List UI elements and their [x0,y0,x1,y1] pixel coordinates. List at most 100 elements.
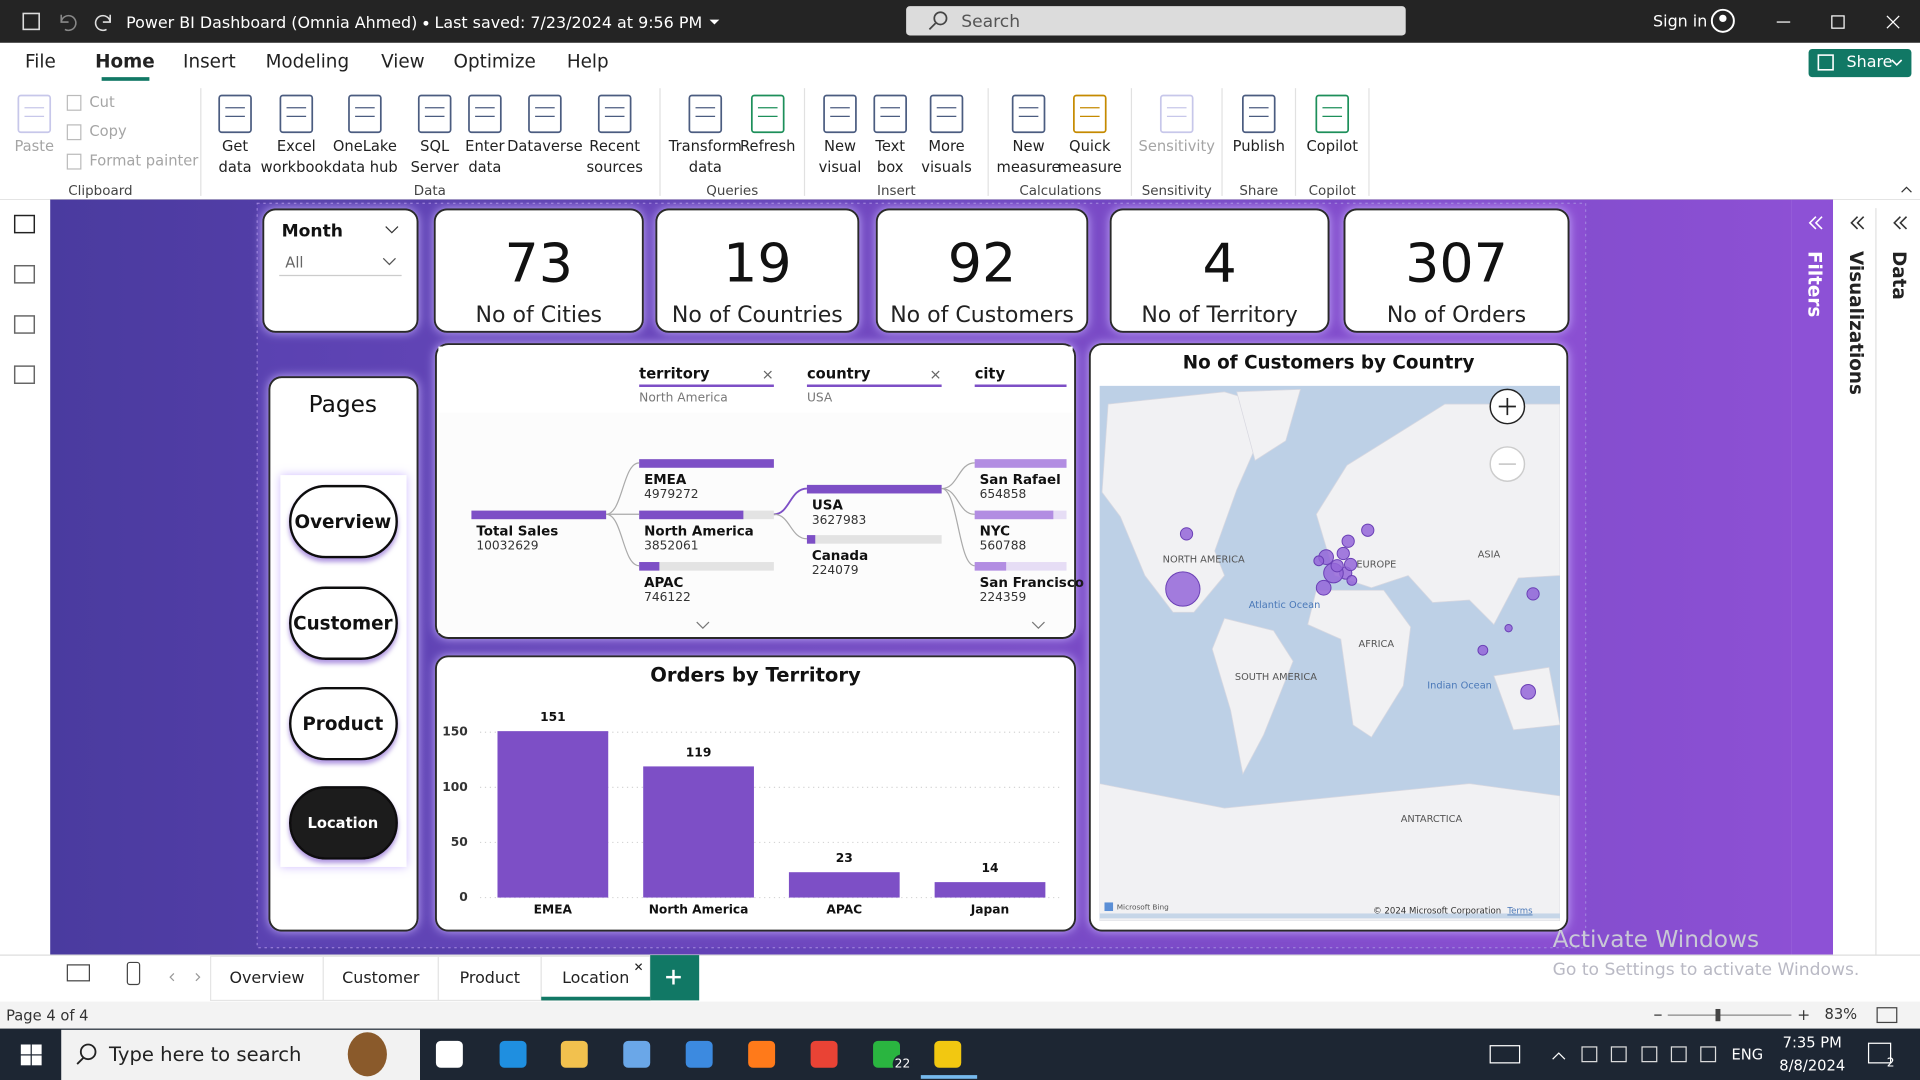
ribbon-button[interactable]: data hub [332,159,398,176]
ribbon-button[interactable]: Copy [89,123,127,140]
page-button-label[interactable]: Product [302,714,383,735]
ribbon-button[interactable]: Text [874,138,905,155]
ribbon-button[interactable]: Format painter [89,153,199,170]
pane-title[interactable]: Data [1888,251,1909,300]
menu-item[interactable]: Modeling [266,51,350,72]
ribbon-button[interactable]: New [1013,138,1045,155]
ribbon-button[interactable]: Excel [277,138,316,155]
page-tab[interactable] [437,955,542,1002]
tree-clear[interactable] [931,370,940,379]
ribbon-button[interactable]: data [468,159,501,176]
taskbar-app[interactable] [560,1040,588,1068]
ribbon-button[interactable]: workbook [261,159,333,176]
taskbar-app[interactable] [623,1040,651,1068]
taskbar-app[interactable] [934,1040,962,1068]
notification-icon[interactable] [1867,1042,1892,1064]
taskbar-app[interactable] [810,1040,838,1068]
tree-node-name[interactable]: San Francisco [980,576,1084,591]
tree-bar[interactable] [806,535,816,544]
ribbon-button[interactable]: OneLake [333,138,397,155]
ribbon-button[interactable]: Get [222,138,248,155]
ribbon-button[interactable]: measure [1058,159,1122,176]
page-button[interactable] [288,586,398,660]
ribbon-button[interactable]: Transform [668,138,742,155]
tree-bar[interactable] [639,459,774,468]
tree-bar[interactable] [974,459,1067,468]
taskbar-app[interactable] [685,1040,713,1068]
view-icon[interactable] [13,264,36,284]
menu-item[interactable]: View [381,51,425,72]
taskbar-app[interactable] [435,1040,463,1068]
map-terms[interactable]: Terms [1506,907,1533,917]
ribbon-button[interactable]: data [689,159,722,176]
ribbon-button[interactable]: measure [997,159,1061,176]
tree-bar[interactable] [974,510,1054,520]
ribbon-button[interactable]: Paste [14,138,54,155]
tree-node-name[interactable]: San Rafael [980,473,1061,488]
menu-item[interactable]: Home [95,51,155,72]
menu-item[interactable]: Optimize [454,51,536,72]
view-icon[interactable] [13,214,36,234]
page-button-label[interactable]: Customer [293,613,392,634]
page-button-label[interactable]: Overview [294,512,391,533]
tree-column-header[interactable]: city [975,366,1006,383]
view-icon[interactable] [13,365,36,384]
taskbar-search-text[interactable]: Type here to search [108,1043,301,1066]
ribbon-button[interactable]: data [219,159,252,176]
ribbon-button[interactable]: Enter [465,138,505,155]
tree-bar[interactable] [806,484,942,494]
pane-title[interactable]: Filters [1803,251,1824,317]
bar[interactable] [788,872,900,898]
ribbon-button[interactable]: New [824,138,856,155]
page-tab[interactable] [540,955,651,1002]
ribbon-button[interactable]: Quick [1069,138,1111,155]
share-label[interactable]: Share [1847,52,1893,71]
ribbon-button[interactable]: box [877,159,904,176]
ribbon-button[interactable]: visuals [921,159,971,176]
tree-node-name[interactable]: NYC [980,524,1011,539]
ribbon-button[interactable]: Cut [89,94,115,111]
tree-bar[interactable] [974,562,1007,571]
share-button[interactable] [1808,48,1912,78]
page-tab-label[interactable]: Location [562,968,629,987]
ribbon-button[interactable]: SQL [420,138,450,155]
ribbon-button[interactable]: Recent [589,138,640,155]
ribbon-button[interactable]: Publish [1233,138,1285,155]
search-placeholder[interactable]: Search [961,12,1020,32]
ribbon-button[interactable]: Refresh [740,138,795,155]
view-icon[interactable] [13,315,36,334]
menu-item[interactable]: File [25,51,56,72]
bar[interactable] [643,766,754,898]
taskbar-app[interactable] [748,1040,776,1068]
tree-clear[interactable] [763,370,772,379]
slicer-value[interactable]: All [285,254,303,271]
tree-column-header[interactable]: territory [639,366,710,383]
page-tab-label[interactable]: Product [460,968,520,987]
page-tab-label[interactable]: Overview [229,968,304,987]
ribbon-button[interactable]: sources [586,159,642,176]
menu-item[interactable]: Insert [183,51,236,72]
sign-in[interactable]: Sign in [1653,12,1707,31]
pane-title[interactable]: Visualizations [1845,251,1866,395]
tree-node-name[interactable]: USA [812,499,844,514]
ribbon-button[interactable]: Copilot [1307,138,1359,155]
ribbon-button[interactable]: More [928,138,964,155]
tree-bar[interactable] [639,562,660,571]
page-button[interactable] [288,786,398,860]
tree-node-name[interactable]: EMEA [644,473,687,488]
bar[interactable] [497,731,609,898]
ribbon-button[interactable]: Dataverse [507,138,583,155]
taskbar-app[interactable] [499,1040,527,1068]
page-button-label[interactable]: Location [308,815,379,832]
page-button[interactable] [288,484,398,559]
tree-column-header[interactable]: country [807,366,871,383]
tree-node-name[interactable]: APAC [644,576,683,591]
search-box[interactable] [906,6,1406,36]
tree-node-name[interactable]: North America [644,524,754,539]
ribbon-button[interactable]: Server [411,159,460,176]
bar[interactable] [934,882,1046,898]
slicer-dropdown[interactable] [279,248,402,276]
ribbon-button[interactable]: visual [819,159,862,176]
ribbon-button[interactable]: Sensitivity [1139,138,1216,155]
page-tab-label[interactable]: Customer [342,968,420,987]
